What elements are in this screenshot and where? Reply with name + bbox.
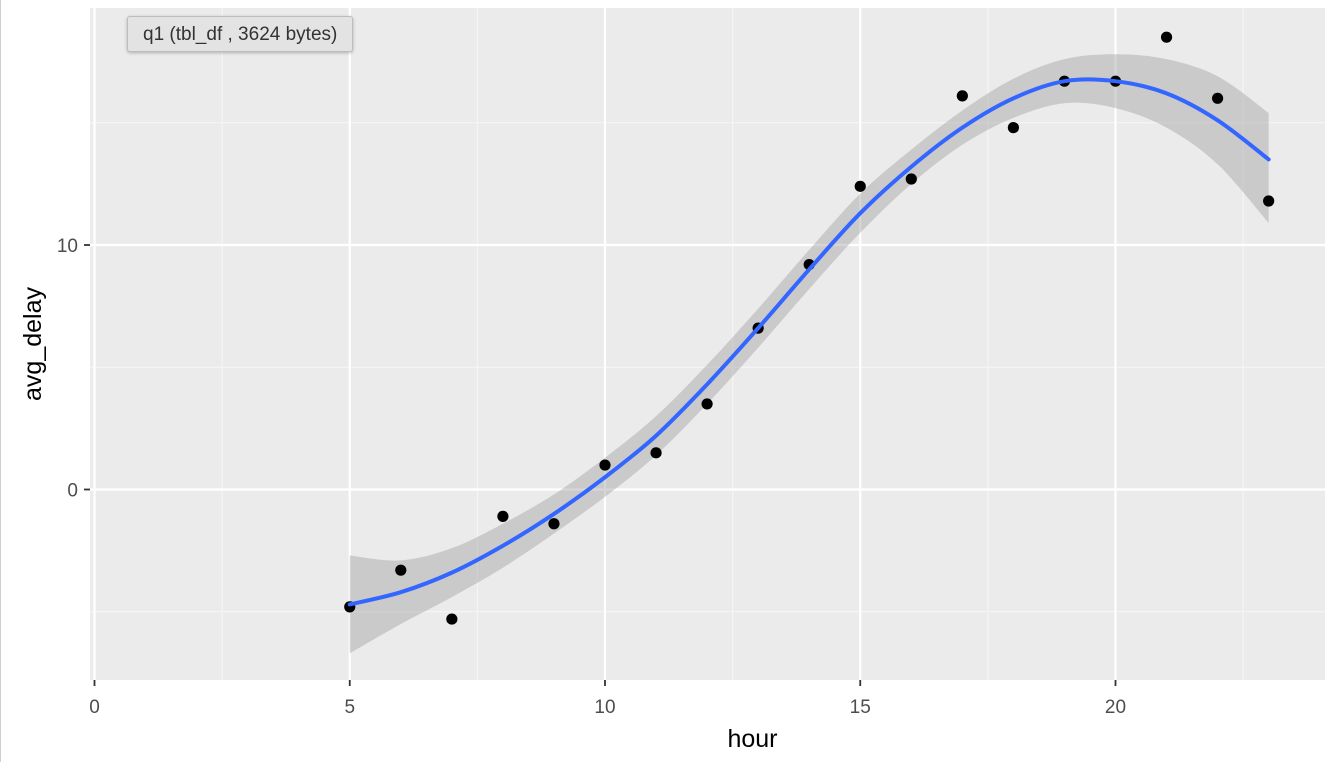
data-point bbox=[1007, 122, 1020, 134]
data-points bbox=[344, 31, 1275, 625]
confidence-ribbon bbox=[349, 54, 1269, 654]
axis-ticks bbox=[84, 244, 1117, 686]
data-point bbox=[395, 564, 407, 576]
data-point bbox=[1212, 92, 1224, 104]
data-point bbox=[905, 173, 917, 185]
data-point bbox=[1263, 195, 1275, 207]
data-point bbox=[701, 398, 713, 410]
data-point bbox=[854, 180, 866, 192]
x-tick-label: 20 bbox=[1105, 697, 1126, 718]
data-point bbox=[497, 510, 509, 522]
x-tick-label: 0 bbox=[89, 697, 100, 718]
y-tick-label: 10 bbox=[57, 236, 78, 257]
data-point bbox=[1160, 31, 1173, 43]
data-point bbox=[446, 613, 458, 625]
y-tick-labels: 0 10 bbox=[57, 236, 78, 502]
window-left-edge bbox=[0, 0, 1, 762]
plot-panel bbox=[90, 8, 1325, 680]
data-point bbox=[956, 90, 968, 102]
data-point bbox=[599, 459, 611, 471]
data-point bbox=[548, 518, 560, 530]
data-point bbox=[650, 447, 662, 459]
dataframe-tooltip: q1 (tbl_df , 3624 bytes) bbox=[127, 16, 354, 52]
x-tick-label: 15 bbox=[850, 697, 871, 718]
x-tick-labels: 0 5 10 15 20 bbox=[89, 697, 1126, 718]
x-tick-label: 10 bbox=[594, 697, 615, 718]
major-gridlines bbox=[90, 8, 1325, 680]
smooth-line bbox=[347, 77, 1271, 607]
x-axis-title: hour bbox=[727, 725, 777, 753]
y-axis-title: avg_delay bbox=[19, 287, 47, 401]
minor-gridlines bbox=[90, 8, 1325, 680]
x-tick-label: 5 bbox=[344, 697, 355, 718]
y-tick-label: 0 bbox=[67, 481, 78, 502]
